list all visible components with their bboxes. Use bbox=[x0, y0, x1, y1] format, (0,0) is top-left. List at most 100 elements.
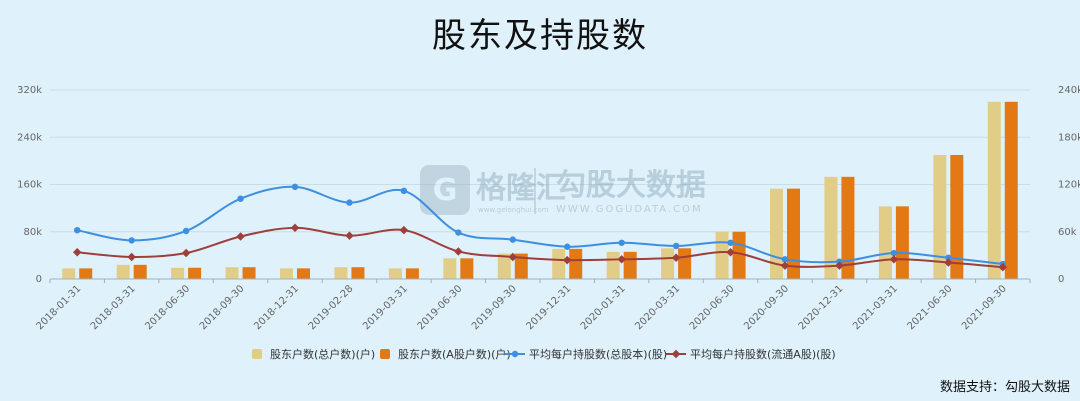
y-right-tick-label: 120k bbox=[1058, 180, 1080, 191]
bar bbox=[62, 268, 76, 279]
x-tick-label: 2020-09-30 bbox=[742, 283, 791, 332]
legend: 股东户数(总户数)(户) 股东户数(A股户数)(户) 平均每户持股数(总股本)(股)… bbox=[252, 347, 836, 361]
bar bbox=[606, 251, 620, 279]
legend-swatch bbox=[380, 349, 390, 359]
lines bbox=[72, 183, 1008, 272]
bar bbox=[787, 188, 800, 279]
bar bbox=[497, 253, 511, 279]
x-tick-label: 2018-01-31 bbox=[34, 283, 83, 332]
legend-label: 股东户数(A股户数)(户) bbox=[398, 347, 511, 361]
bar bbox=[79, 268, 93, 279]
grid bbox=[50, 89, 1030, 233]
bar bbox=[1004, 101, 1018, 279]
x-tick-label: 2018-09-30 bbox=[198, 283, 247, 332]
x-tick-label: 2018-03-31 bbox=[89, 283, 138, 332]
line-point bbox=[727, 239, 734, 246]
x-tick-label: 2018-06-30 bbox=[143, 283, 192, 332]
bar bbox=[297, 268, 310, 279]
y-left-tick-label: 160k bbox=[17, 180, 42, 191]
legend-swatch bbox=[252, 349, 262, 359]
line-point bbox=[890, 249, 898, 257]
line-point bbox=[127, 252, 136, 262]
line-point bbox=[780, 261, 790, 270]
x-tick-label: 2020-12-31 bbox=[797, 283, 846, 332]
watermark-brand: 格隆汇 bbox=[476, 171, 566, 206]
line-point bbox=[454, 247, 463, 256]
y-left-tick-label: 320k bbox=[17, 85, 42, 96]
y-left-tick-label: 240k bbox=[17, 132, 42, 143]
line-point bbox=[998, 262, 1008, 272]
x-tick-label: 2019-06-30 bbox=[416, 283, 465, 332]
line-point bbox=[835, 261, 844, 270]
watermark: G 格隆汇 www.gelonghui.com 勾股大数据 WWW.GOGUDA… bbox=[420, 165, 706, 215]
bar bbox=[824, 176, 838, 279]
x-tick-label: 2021-09-30 bbox=[960, 283, 1009, 332]
line-point bbox=[182, 227, 190, 235]
legend-label: 平均每户持股数(流通A股)(股) bbox=[690, 347, 836, 361]
line-point bbox=[128, 237, 135, 244]
bar bbox=[225, 267, 239, 279]
bar bbox=[116, 264, 130, 279]
data-credit: 数据支持：勾股大数据 bbox=[939, 380, 1070, 395]
watermark-logo-glyph: G bbox=[433, 173, 458, 208]
line-point bbox=[74, 226, 81, 234]
x-tick-label: 2021-06-30 bbox=[906, 283, 955, 332]
y-left-tick-label: 80k bbox=[23, 227, 42, 238]
bar bbox=[460, 258, 474, 279]
x-tick-label: 2020-01-31 bbox=[579, 283, 628, 332]
line-point bbox=[509, 236, 516, 243]
bar bbox=[552, 248, 566, 279]
bar bbox=[334, 267, 348, 279]
watermark-brand-url: www.gelonghui.com bbox=[478, 206, 549, 214]
bar bbox=[950, 154, 964, 279]
x-tick-label: 2019-02-28 bbox=[307, 283, 356, 332]
line-point bbox=[72, 247, 82, 257]
bar bbox=[188, 267, 202, 279]
bar bbox=[678, 248, 692, 279]
watermark-mark-url: WWW.GOGUDATA.COM bbox=[556, 204, 703, 215]
line-point bbox=[618, 239, 625, 246]
line-point bbox=[781, 256, 789, 263]
x-tick-label: 2018-12-31 bbox=[252, 283, 301, 332]
line-point bbox=[944, 258, 953, 267]
bar bbox=[878, 206, 892, 279]
line-point bbox=[237, 195, 244, 202]
x-tick-label: 2021-03-31 bbox=[851, 283, 900, 332]
legend-marker bbox=[671, 349, 681, 359]
series-line bbox=[77, 226, 1003, 269]
bar bbox=[388, 268, 402, 279]
legend-label: 股东户数(总户数)(户) bbox=[270, 347, 375, 361]
watermark-mark: 勾股大数据 bbox=[556, 168, 706, 203]
line-point bbox=[345, 231, 354, 240]
bar bbox=[661, 248, 675, 279]
x-tick-label: 2019-09-30 bbox=[470, 283, 519, 332]
line-point bbox=[399, 225, 409, 235]
legend-marker bbox=[511, 350, 519, 358]
bar bbox=[895, 206, 909, 279]
bar bbox=[351, 267, 365, 279]
y-right-tick-label: 0 bbox=[1058, 274, 1064, 285]
line-point bbox=[236, 232, 245, 241]
x-tick-label: 2020-06-30 bbox=[688, 283, 737, 332]
y-right-tick-label: 60k bbox=[1058, 227, 1077, 238]
bar bbox=[242, 267, 256, 279]
bar bbox=[514, 253, 528, 279]
line-point bbox=[400, 187, 408, 194]
watermark-logo-icon bbox=[420, 165, 470, 215]
y-left-tick-label: 0 bbox=[36, 274, 42, 285]
line-point bbox=[455, 229, 462, 236]
line-point bbox=[181, 248, 191, 258]
bar bbox=[987, 101, 1001, 279]
bar bbox=[623, 251, 637, 279]
y-right-tick-label: 240k bbox=[1058, 85, 1080, 96]
bar bbox=[841, 176, 855, 279]
line-point bbox=[564, 243, 571, 250]
x-tick-label: 2020-03-31 bbox=[633, 283, 682, 332]
bar bbox=[715, 231, 729, 279]
bar bbox=[443, 258, 457, 279]
x-tick-label: 2019-03-31 bbox=[361, 283, 410, 332]
line-point bbox=[945, 254, 952, 261]
x-tick-label: 2019-12-31 bbox=[524, 283, 573, 332]
